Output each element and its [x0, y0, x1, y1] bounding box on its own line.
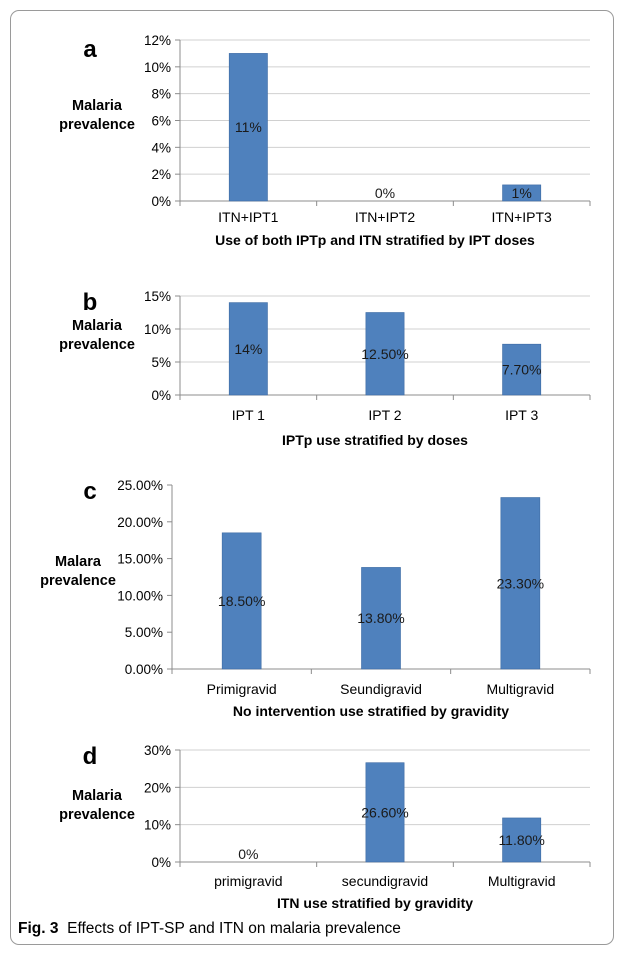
x-axis-label-b: IPTp use stratified by doses: [282, 432, 468, 448]
x-tick-label-a-2: ITN+IPT3: [492, 209, 553, 225]
data-label-a-1: 0%: [375, 185, 395, 201]
data-label-b-0: 14%: [234, 341, 262, 357]
x-tick-label-b-2: IPT 3: [505, 407, 538, 423]
bar-c-2: [500, 497, 541, 670]
y-tick-label-c: 25.00%: [117, 478, 163, 493]
y-axis-label-b: Malaria prevalence: [59, 318, 135, 353]
x-tick-label-c-1: Seundigravid: [340, 681, 422, 697]
y-tick-label-a: 12%: [144, 33, 171, 48]
panel-letter-b: b: [83, 289, 98, 316]
data-label-c-1: 13.80%: [357, 610, 404, 626]
y-tick-label-a: 8%: [151, 87, 171, 102]
x-tick-label-d-2: Multigravid: [488, 873, 556, 889]
data-label-b-1: 12.50%: [361, 346, 408, 362]
y-tick-label-a: 0%: [151, 194, 171, 209]
y-axis-label-d: Malaria prevalence: [59, 788, 135, 823]
x-tick-label-a-1: ITN+IPT2: [355, 209, 416, 225]
bar-d-2: [502, 817, 542, 863]
bar-c-1: [361, 567, 401, 670]
x-tick-label-a-0: ITN+IPT1: [218, 209, 279, 225]
y-tick-label-a: 4%: [151, 140, 171, 155]
panel-letter-c: c: [83, 478, 96, 505]
y-tick-label-b: 10%: [144, 322, 171, 337]
y-tick-label-d: 10%: [144, 818, 171, 833]
figure-frame: [10, 10, 614, 945]
figure-caption: Fig. 3 Effects of IPT-SP and ITN on mala…: [18, 920, 401, 938]
y-tick-label-c: 5.00%: [125, 625, 163, 640]
y-tick-label-c: 10.00%: [117, 588, 163, 603]
x-axis-label-d: ITN use stratified by gravidity: [277, 895, 473, 911]
data-label-c-2: 23.30%: [497, 575, 544, 591]
bar-d-1: [365, 762, 405, 863]
data-label-b-2: 7.70%: [502, 362, 542, 378]
panel-letter-a: a: [83, 36, 97, 63]
x-axis-label-c: No intervention use stratified by gravid…: [233, 703, 509, 719]
x-tick-label-b-0: IPT 1: [232, 407, 265, 423]
y-tick-label-c: 0.00%: [125, 662, 163, 677]
data-label-d-2: 11.80%: [498, 832, 544, 848]
x-tick-label-d-0: primigravid: [214, 873, 282, 889]
figure-caption-text: Effects of IPT-SP and ITN on malaria pre…: [67, 920, 401, 937]
bar-b-1: [365, 312, 405, 396]
figure-caption-label: Fig. 3: [18, 920, 59, 937]
y-axis-label-a: Malaria prevalence: [59, 98, 135, 133]
bar-b-0: [228, 302, 268, 396]
bar-c-0: [221, 532, 262, 670]
y-tick-label-b: 0%: [151, 388, 171, 403]
y-axis-label-c: Malara prevalence: [40, 554, 116, 589]
y-tick-label-d: 0%: [151, 855, 171, 870]
x-tick-label-c-0: Primigravid: [207, 681, 277, 697]
bar-a-0: [228, 53, 268, 202]
y-tick-label-d: 30%: [144, 743, 171, 758]
x-tick-label-d-1: secundigravid: [342, 873, 428, 889]
y-tick-label-a: 6%: [151, 114, 171, 129]
data-label-c-0: 18.50%: [218, 593, 265, 609]
y-tick-label-b: 15%: [144, 289, 171, 304]
y-tick-label-c: 20.00%: [117, 515, 163, 530]
y-tick-label-a: 2%: [151, 167, 171, 182]
data-label-d-1: 26.60%: [361, 804, 408, 820]
y-tick-label-b: 5%: [151, 355, 171, 370]
y-tick-label-d: 20%: [144, 780, 171, 795]
bar-b-2: [502, 343, 542, 396]
data-label-d-0: 0%: [238, 846, 258, 862]
bar-a-2: [502, 184, 542, 202]
y-tick-label-c: 15.00%: [117, 552, 163, 567]
data-label-a-0: 11%: [235, 119, 262, 135]
y-tick-label-a: 10%: [144, 60, 171, 75]
panel-letter-d: d: [83, 743, 98, 770]
x-tick-label-b-1: IPT 2: [368, 407, 401, 423]
data-label-a-2: 1%: [512, 185, 532, 201]
x-axis-label-a: Use of both IPTp and ITN stratified by I…: [215, 232, 535, 248]
x-tick-label-c-2: Multigravid: [486, 681, 554, 697]
